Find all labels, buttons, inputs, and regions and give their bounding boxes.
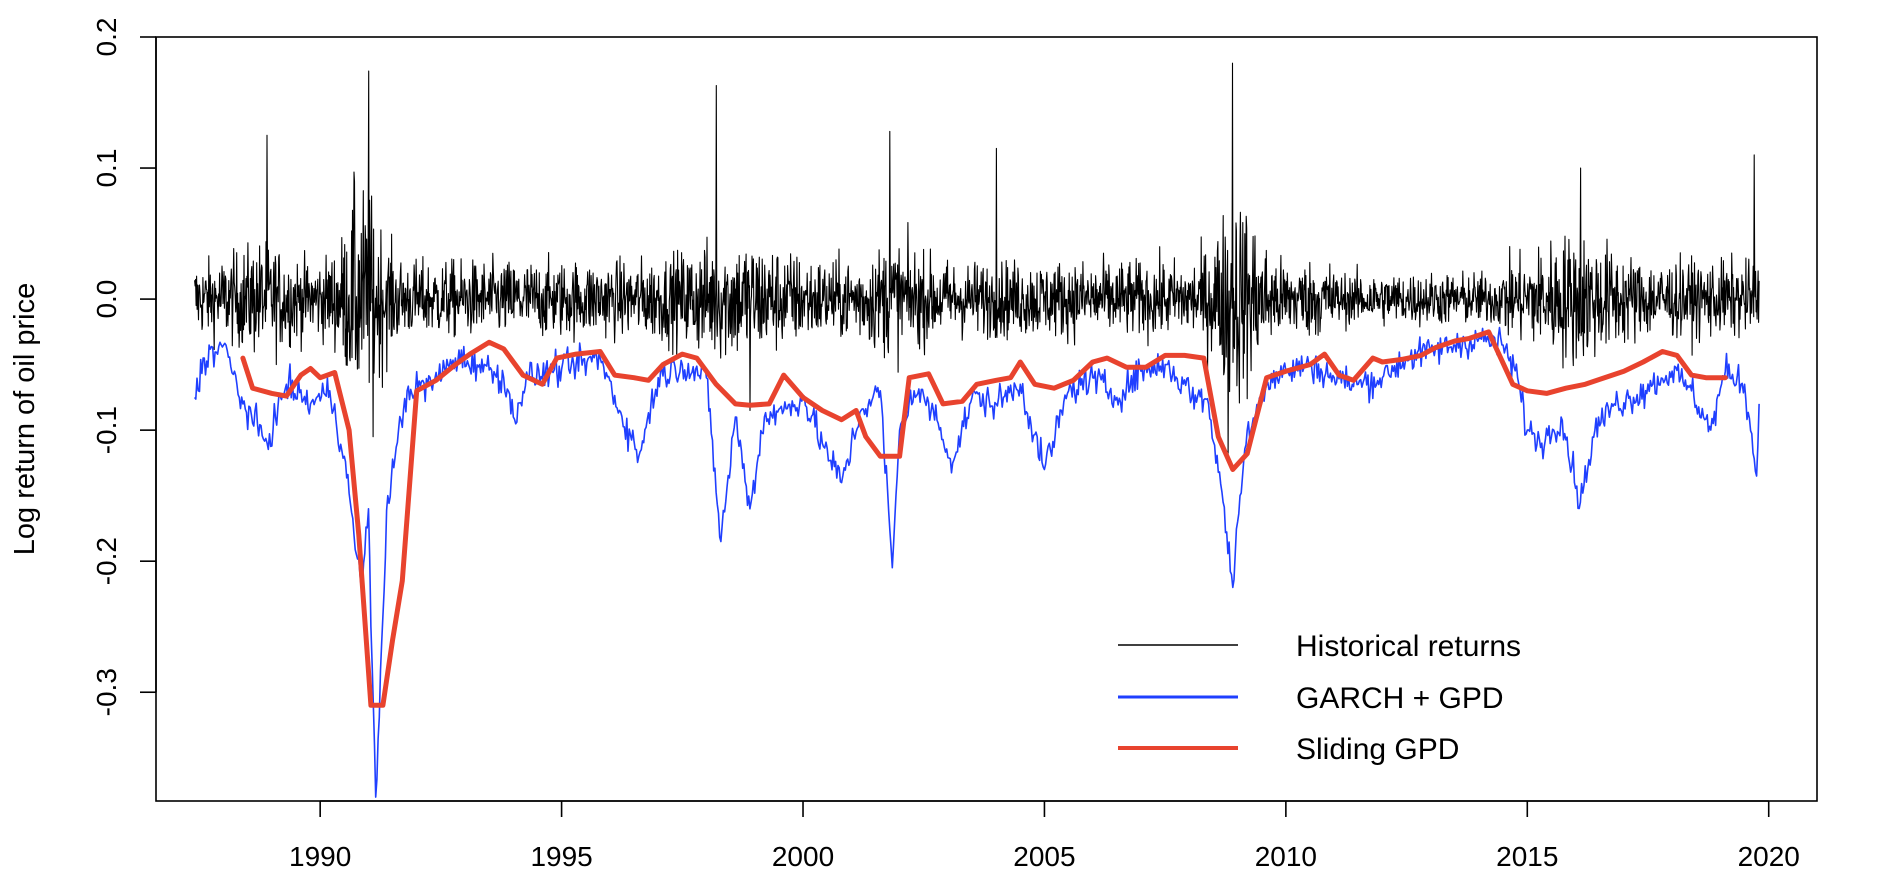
- y-tick-label: -0.2: [91, 537, 122, 585]
- legend-label-sliding: Sliding GPD: [1296, 733, 1459, 766]
- series-layer: [193, 62, 1760, 798]
- series-line-garch-gpd: [193, 326, 1760, 798]
- series-line-historical-returns: [194, 62, 1760, 457]
- y-tick-label: -0.1: [91, 406, 122, 454]
- x-tick-label: 1995: [530, 841, 592, 872]
- x-tick-label: 2015: [1496, 841, 1558, 872]
- y-tick-label: 0.1: [91, 149, 122, 188]
- x-axis: 1990 1995 2000 2005 2010 2015 2020: [289, 800, 1800, 872]
- x-tick-label: 1990: [289, 841, 351, 872]
- series-line-sliding-gpd: [240, 329, 1728, 708]
- y-axis-title: Log return of oil price: [9, 283, 41, 555]
- y-axis: 0.2 0.1 0.0 -0.1 -0.2 -0.3: [91, 18, 157, 716]
- x-tick-label: 2010: [1255, 841, 1317, 872]
- legend-label-historical: Historical returns: [1296, 630, 1521, 663]
- y-tick-label: 0.2: [91, 18, 122, 57]
- legend-label-garch: GARCH + GPD: [1296, 682, 1504, 715]
- x-tick-label: 2005: [1013, 841, 1075, 872]
- legend: Historical returns GARCH + GPD Sliding G…: [1118, 630, 1521, 766]
- x-tick-label: 2020: [1738, 841, 1800, 872]
- x-tick-label: 2000: [772, 841, 834, 872]
- y-tick-label: -0.3: [91, 668, 122, 716]
- y-tick-label: 0.0: [91, 280, 122, 319]
